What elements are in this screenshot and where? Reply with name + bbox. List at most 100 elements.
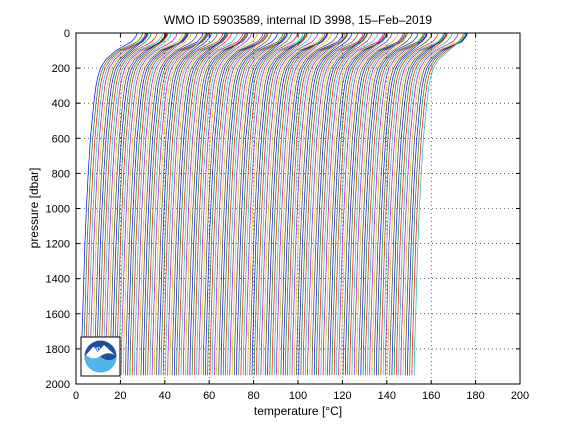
profile-line (402, 32, 464, 376)
profile-line (207, 32, 269, 376)
profile-line (185, 32, 248, 376)
profile-line (282, 32, 344, 376)
profile-line (302, 32, 364, 376)
profile-line (209, 32, 268, 376)
profile-line (111, 32, 167, 376)
profile-line (231, 32, 286, 376)
y-tick-label: 800 (52, 168, 70, 180)
profile-line (96, 32, 148, 376)
profile-line (342, 32, 404, 376)
profile-line (300, 32, 359, 376)
profile-line (389, 32, 447, 376)
profile-line (362, 32, 424, 376)
profile-line (269, 32, 328, 376)
profile-line (116, 32, 168, 376)
profile-line (154, 32, 206, 376)
profile-line (238, 32, 293, 376)
x-axis-label: temperature [°C] (254, 404, 342, 418)
profile-line (340, 32, 399, 376)
profile-line (136, 32, 188, 376)
x-tick-label: 40 (159, 390, 171, 402)
profile-line (347, 32, 408, 376)
profile-line (349, 32, 407, 376)
profile-line (165, 32, 228, 376)
profile-line (100, 32, 158, 376)
profile-line (356, 32, 408, 376)
profile-line (229, 32, 288, 376)
profile-line (320, 32, 379, 376)
profile-line (324, 32, 388, 376)
profile-line (318, 32, 373, 376)
profile-line (225, 32, 288, 376)
profile-line (353, 32, 406, 376)
profile-line (134, 32, 186, 376)
profile-line (311, 32, 366, 376)
x-tick-label: 140 (378, 390, 396, 402)
profile-line (200, 32, 258, 376)
profile-line (291, 32, 346, 376)
x-tick-label: 60 (203, 390, 215, 402)
profile-line (236, 32, 288, 376)
profile-line (180, 32, 238, 376)
profile-line (222, 32, 284, 376)
profile-line (149, 32, 208, 376)
profile-line (407, 32, 468, 376)
profile-line (398, 32, 453, 376)
y-tick-label: 600 (52, 133, 70, 145)
y-axis-label: pressure [dbar] (27, 168, 41, 249)
profile-line (245, 32, 308, 376)
profile-line (273, 32, 326, 376)
profile-line (251, 32, 306, 376)
profile-line (293, 32, 346, 376)
profile-line (191, 32, 247, 376)
profile-line (378, 32, 433, 376)
profile-line (151, 32, 207, 376)
plot-frame (75, 32, 521, 385)
profile-line (169, 32, 228, 376)
profile-line (333, 32, 386, 376)
profile-line (198, 32, 252, 376)
profile-line (187, 32, 249, 376)
profile-line (162, 32, 224, 376)
profile-line (156, 32, 208, 376)
profile-line (129, 32, 188, 376)
profile-line (127, 32, 189, 376)
profile-line (404, 32, 468, 376)
profile-line (400, 32, 459, 376)
profile-line (125, 32, 188, 376)
profile-line (213, 32, 266, 376)
profile-line (309, 32, 367, 376)
profile-line (395, 32, 448, 376)
y-tick-label: 0 (64, 28, 70, 40)
profile-line (220, 32, 278, 376)
profile-line (298, 32, 353, 376)
profile-line (265, 32, 328, 376)
profile-line (351, 32, 406, 376)
profile-line (216, 32, 268, 376)
profile-line (80, 32, 138, 376)
profile-line (85, 32, 148, 376)
profile-line (369, 32, 427, 376)
x-tick-label: 80 (247, 390, 259, 402)
y-tick-label: 2000 (46, 379, 70, 391)
profile-line (105, 32, 168, 376)
profile-line (109, 32, 169, 376)
profile-line (182, 32, 244, 376)
profile-line (205, 32, 268, 376)
svg-text:NOAA: NOAA (93, 347, 108, 353)
profile-line (413, 32, 466, 376)
profile-line (91, 32, 147, 376)
profile-line (338, 32, 393, 376)
x-tick-label: 100 (289, 390, 307, 402)
profile-line (278, 32, 333, 376)
y-tick-label: 1400 (46, 274, 70, 286)
chart-title: WMO ID 5903589, internal ID 3998, 15–Feb… (164, 13, 432, 27)
profile-line (242, 32, 304, 376)
profile-line (120, 32, 178, 376)
y-tick-label: 1600 (46, 309, 70, 321)
y-tick-label: 1200 (46, 239, 70, 251)
y-tick-label: 1000 (46, 204, 70, 216)
profile-line (82, 32, 144, 376)
